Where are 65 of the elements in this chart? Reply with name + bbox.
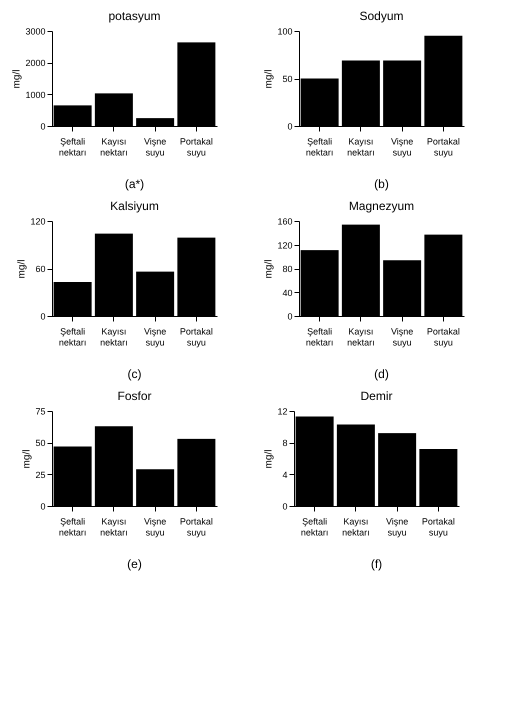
x-tick-label: Şeftali nektarı bbox=[306, 136, 334, 158]
x-tick-label: Kayısı nektarı bbox=[347, 326, 375, 348]
text: (f) bbox=[370, 557, 382, 571]
x-tick-label: Vişne suyu bbox=[144, 136, 166, 158]
y-axis-title: mg/l bbox=[263, 450, 274, 468]
y-tick-label: 40 bbox=[282, 288, 292, 298]
y-tick-label: 8 bbox=[282, 438, 288, 448]
y-tick-label: 120 bbox=[30, 216, 46, 226]
y-axis-title: mg/l bbox=[21, 450, 32, 468]
x-tick-label: Şeftali nektarı bbox=[306, 326, 334, 348]
y-tick-label: 50 bbox=[35, 438, 46, 448]
x-tick-label: Vişne suyu bbox=[144, 516, 166, 538]
y-tick-label: 0 bbox=[287, 312, 292, 322]
y-axis-title: mg/l bbox=[16, 260, 28, 278]
chart-title: Kalsiyum bbox=[110, 199, 159, 213]
y-tick-label: 100 bbox=[277, 26, 292, 36]
text: (b) bbox=[374, 177, 389, 191]
x-tick-label: Portakal suyu bbox=[426, 136, 460, 158]
x-tick-label: Portakal suyu bbox=[422, 516, 455, 538]
y-tick-label: 0 bbox=[40, 312, 46, 322]
y-tick-label: 0 bbox=[40, 502, 46, 512]
x-tick-label: Vişne suyu bbox=[390, 326, 414, 348]
x-tick-label: Vişne suyu bbox=[390, 136, 414, 158]
x-tick-label: Şeftali nektarı bbox=[58, 136, 86, 158]
y-tick-label: 0 bbox=[282, 502, 288, 512]
y-tick-label: 0 bbox=[40, 122, 46, 132]
x-tick-label: Portakal suyu bbox=[180, 326, 213, 348]
x-tick-label: Vişne suyu bbox=[144, 326, 166, 348]
y-tick-label: 0 bbox=[287, 122, 292, 132]
x-tick-label: Şeftali nektarı bbox=[58, 326, 86, 348]
x-tick-label: Kayısı nektarı bbox=[100, 326, 128, 348]
y-tick-label: 4 bbox=[282, 470, 288, 480]
y-tick-label: 160 bbox=[277, 216, 292, 226]
x-tick-label: Portakal suyu bbox=[426, 326, 460, 348]
y-tick-label: 50 bbox=[282, 74, 292, 84]
y-axis-title: mg/l bbox=[263, 70, 274, 88]
y-tick-label: 12 bbox=[277, 406, 288, 416]
y-tick-label: 120 bbox=[277, 240, 292, 250]
chart-title: Magnezyum bbox=[348, 199, 414, 213]
text: (c) bbox=[128, 367, 142, 381]
y-axis-title: mg/l bbox=[263, 260, 274, 278]
x-tick-label: Kayısı nektarı bbox=[342, 516, 370, 538]
y-tick-label: 60 bbox=[35, 264, 46, 274]
y-axis-title: mg/l bbox=[11, 70, 22, 88]
x-tick-label: Şeftali nektarı bbox=[300, 516, 328, 538]
y-tick-label: 75 bbox=[35, 406, 46, 416]
y-tick-label: 3000 bbox=[25, 26, 46, 36]
text: (d) bbox=[374, 367, 389, 381]
chart-title: Sodyum bbox=[359, 9, 404, 23]
text: (e) bbox=[127, 557, 142, 571]
x-tick-label: Portakal suyu bbox=[180, 136, 213, 158]
x-tick-label: Vişne suyu bbox=[386, 516, 408, 538]
text: (a*) bbox=[124, 177, 144, 191]
chart-title: Fosfor bbox=[117, 389, 152, 403]
y-tick-label: 2000 bbox=[25, 58, 46, 68]
y-tick-label: 1000 bbox=[25, 90, 46, 100]
x-tick-label: Kayısı nektarı bbox=[100, 516, 128, 538]
chart-title: potasyum bbox=[108, 9, 161, 23]
chart-title: Demir bbox=[360, 389, 392, 403]
y-tick-label: 25 bbox=[35, 470, 46, 480]
x-tick-label: Kayısı nektarı bbox=[100, 136, 128, 158]
x-tick-label: Şeftali nektarı bbox=[58, 516, 86, 538]
x-tick-label: Portakal suyu bbox=[180, 516, 213, 538]
y-tick-label: 80 bbox=[282, 264, 292, 274]
x-tick-label: Kayısı nektarı bbox=[347, 136, 375, 158]
